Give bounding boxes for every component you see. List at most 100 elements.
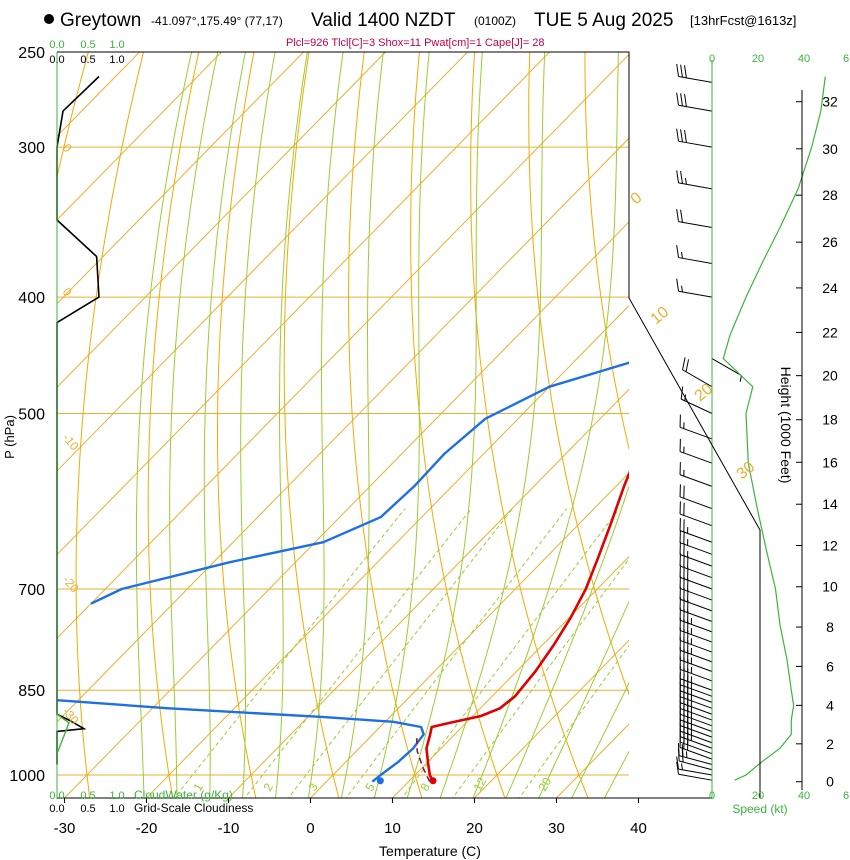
wind-barb bbox=[679, 541, 713, 567]
height-tick-label: 26 bbox=[822, 234, 838, 250]
speed-tick-label: 20 bbox=[752, 790, 764, 802]
wind-barb bbox=[677, 743, 713, 765]
isotherm-label: 10 bbox=[648, 304, 673, 329]
isotherm bbox=[57, 52, 468, 472]
y-axis-label: P (hPa) bbox=[2, 415, 17, 459]
wind-barb bbox=[679, 707, 713, 732]
cloudiness-tick-label: 1.0 bbox=[109, 803, 124, 815]
isotherm bbox=[636, 52, 850, 800]
height-tick-label: 10 bbox=[822, 579, 838, 595]
height-tick-label: 0 bbox=[826, 774, 834, 790]
mixing-ratio-label: 2 bbox=[260, 780, 276, 793]
wind-barb bbox=[711, 358, 742, 382]
moist-adiabat bbox=[307, 52, 344, 798]
pressure-tick-label: 500 bbox=[18, 407, 45, 424]
cloudiness-tick-label: 0.5 bbox=[80, 54, 95, 66]
stability-indices: Plcl=926 Tlcl[C]=3 Shox=11 Pwat[cm]=1 Ca… bbox=[286, 37, 545, 49]
moist-adiabat bbox=[135, 52, 193, 798]
x-tick-label: -20 bbox=[136, 820, 158, 837]
wind-barb bbox=[679, 617, 713, 643]
mixing-ratio-label: 3 bbox=[305, 780, 321, 793]
moist-adiabat bbox=[274, 52, 308, 798]
wind-barb bbox=[676, 761, 713, 781]
x-tick-label: 20 bbox=[466, 820, 483, 837]
wind-barb bbox=[679, 530, 713, 555]
wind-barb bbox=[679, 501, 713, 527]
wind-barb bbox=[679, 637, 713, 663]
wind-barb bbox=[676, 244, 713, 264]
temperature-profile bbox=[425, 470, 629, 783]
grid-layer bbox=[57, 52, 850, 800]
mixing-ratio-line bbox=[518, 644, 629, 798]
speed-tick-label: 6 bbox=[843, 53, 849, 65]
cloud-water-tick-label: 0.5 bbox=[80, 39, 95, 51]
cloud-water-label: CloudWater (g/Kg) bbox=[134, 788, 233, 802]
speed-axis-label: Speed (kt) bbox=[732, 802, 787, 816]
mixing-ratio-line bbox=[173, 508, 406, 798]
isotherm-label: 20 bbox=[692, 381, 717, 406]
parcel-path bbox=[415, 734, 431, 783]
wind-barb bbox=[679, 647, 713, 672]
cloud-water-profile bbox=[56, 713, 70, 754]
cloudiness-tick-label: 0.5 bbox=[80, 803, 95, 815]
wind-barb bbox=[679, 462, 713, 487]
height-axis-label: Height (1000 Feet) bbox=[778, 367, 794, 484]
surface-dewpoint-marker bbox=[376, 777, 384, 785]
x-tick-label: 0 bbox=[306, 820, 314, 837]
wind-barb bbox=[676, 63, 713, 83]
speed-tick-label: 6 bbox=[843, 790, 849, 802]
wind-barb bbox=[679, 553, 713, 579]
moist-adiabat bbox=[571, 682, 629, 798]
wind-barb bbox=[682, 357, 713, 388]
wind-barb bbox=[679, 701, 713, 727]
valid-time-utc: (0100Z) bbox=[474, 14, 517, 28]
dewpoint-profile-upper bbox=[90, 361, 629, 605]
station-name: Greytown bbox=[60, 10, 142, 31]
station-coords: -41.097°,175.49° (77,17) bbox=[151, 14, 283, 28]
speed-tick-label: 0 bbox=[709, 53, 715, 65]
wind-barb bbox=[676, 208, 713, 228]
pressure-tick-label: 250 bbox=[18, 45, 45, 62]
mixing-ratio-line bbox=[401, 508, 620, 798]
height-tick-label: 6 bbox=[826, 658, 834, 674]
wind-barb bbox=[679, 607, 713, 633]
isotherm-label: 0 bbox=[628, 189, 646, 208]
station-marker-icon bbox=[44, 14, 54, 24]
dry-adiabat bbox=[410, 52, 506, 798]
dry-adiabat bbox=[584, 52, 629, 451]
height-tick-label: 32 bbox=[822, 94, 838, 110]
wind-barb bbox=[676, 170, 713, 190]
wind-barb bbox=[679, 712, 713, 738]
wind-barb bbox=[679, 656, 713, 682]
adiabat-label: -10 bbox=[60, 431, 82, 454]
height-tick-label: 4 bbox=[826, 697, 834, 713]
isotherm bbox=[63, 221, 629, 798]
cloud-water-tick-label: 0.0 bbox=[49, 790, 64, 802]
wind-barb bbox=[679, 414, 713, 440]
moist-adiabat bbox=[505, 485, 629, 798]
height-tick-label: 28 bbox=[822, 187, 838, 203]
mixing-ratio-label: 20 bbox=[535, 775, 554, 794]
cloud-water-tick-label: 0.0 bbox=[49, 39, 64, 51]
isotherm bbox=[57, 52, 386, 388]
valid-time: Valid 1400 NZDT bbox=[311, 10, 456, 31]
valid-date: TUE 5 Aug 2025 bbox=[534, 10, 674, 31]
dry-adiabat bbox=[147, 52, 200, 798]
wind-barb bbox=[676, 128, 713, 148]
height-tick-label: 2 bbox=[826, 736, 834, 752]
height-tick-label: 30 bbox=[822, 141, 838, 157]
speed-tick-label: 20 bbox=[752, 53, 764, 65]
dry-adiabat bbox=[470, 52, 589, 798]
x-axis-label: Temperature (C) bbox=[379, 843, 481, 859]
adiabat-label: -30 bbox=[60, 705, 82, 728]
speed-tick-label: 0 bbox=[709, 790, 715, 802]
isotherm-label: 30 bbox=[734, 459, 759, 484]
height-tick-label: 16 bbox=[822, 454, 838, 470]
cloudiness-tick-label: 0.0 bbox=[49, 803, 64, 815]
x-tick-label: 10 bbox=[384, 820, 401, 837]
moist-adiabat bbox=[203, 52, 246, 798]
cloudiness-label: Grid-Scale Cloudiness bbox=[134, 801, 253, 815]
wind-barb bbox=[676, 278, 713, 298]
wind-barb bbox=[679, 517, 713, 543]
